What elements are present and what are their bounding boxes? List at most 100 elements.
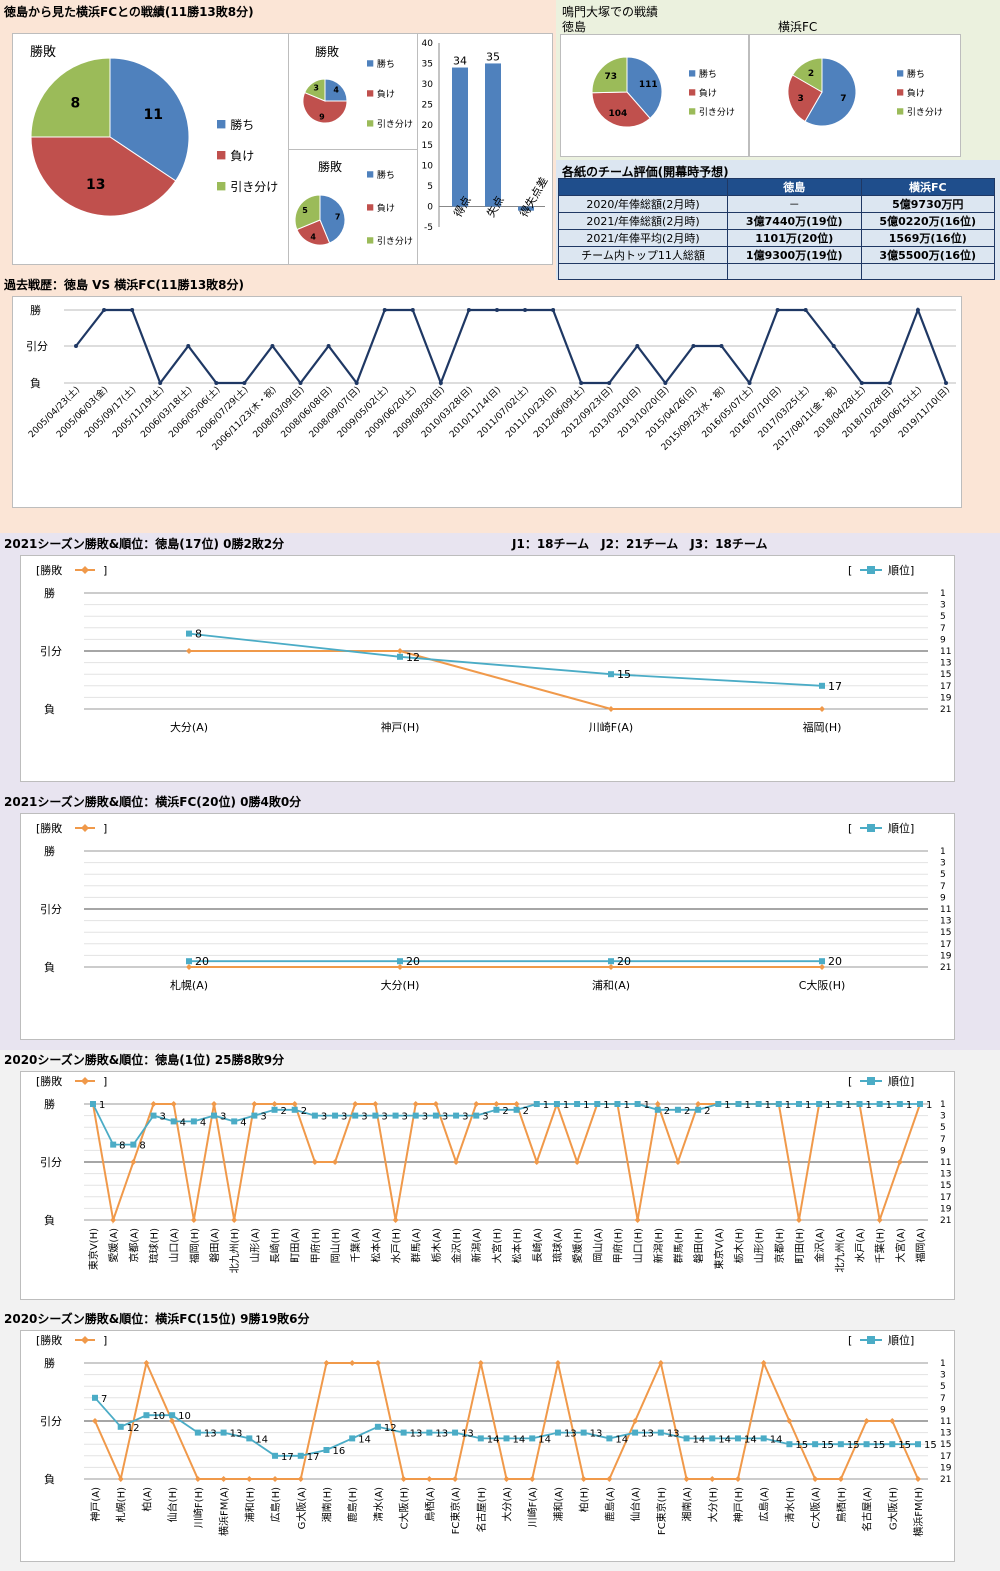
s2021_tokushima-rank-tick: 3 — [940, 601, 946, 611]
small-pie2-data-label: 7 — [335, 212, 341, 221]
s2020_yokohama-opponent-label: 川崎F(A) — [526, 1487, 539, 1527]
goals-bar — [452, 67, 468, 207]
s2020_tokushima-rank-tick: 3 — [940, 1112, 946, 1122]
naruto-yokohama-pie-data-label: 3 — [798, 94, 804, 104]
goals-ytick: 40 — [422, 39, 434, 49]
s2020_yokohama-result-point — [92, 1418, 98, 1424]
s2020_tokushima-opponent-label: 水戸(A) — [854, 1228, 866, 1263]
s2020_yokohama-rank-point — [734, 1435, 741, 1442]
ratings-cell: 5億9730万円 — [860, 195, 995, 213]
s2020_tokushima-rank-label: 1 — [926, 1100, 932, 1111]
s2020_tokushima-result-point — [876, 1217, 883, 1223]
s2020_tokushima-rank-point — [412, 1112, 419, 1119]
goals-ytick: 10 — [422, 162, 434, 172]
s2020_tokushima-rank-point — [917, 1101, 923, 1107]
s2021_tokushima-rank-label: 15 — [617, 668, 631, 681]
s2021_tokushima-rank-point — [819, 682, 825, 689]
s2020_yokohama-rank-label: 15 — [821, 1440, 834, 1451]
s2020_tokushima-result-point — [311, 1159, 318, 1165]
s2020_tokushima-opponent-label: 磐田(H) — [692, 1228, 705, 1263]
s2020_yokohama-result-point — [246, 1476, 253, 1482]
s2020_tokushima-rank-point — [674, 1106, 681, 1113]
s2020_tokushima-result-point — [291, 1101, 298, 1107]
s2020_tokushima-rank-point — [574, 1101, 581, 1107]
s2020_yokohama-rank-tick: 17 — [940, 1452, 951, 1462]
s2020_tokushima-rank-point — [775, 1101, 782, 1107]
s2021_tokushima-rank-tick: 7 — [940, 624, 946, 634]
s2020_tokushima-rank-label: 1 — [886, 1100, 892, 1111]
s2020_yokohama-opponent-label: G大阪(A) — [295, 1487, 308, 1529]
s2020_yokohama-rank-tick: 15 — [940, 1440, 951, 1450]
s2020_yokohama-rank-tick: 11 — [940, 1417, 951, 1427]
s2020_tokushima-rank-point — [231, 1118, 238, 1125]
s2021_tokushima-opponent-label: 大分(A) — [170, 720, 208, 734]
history-point — [551, 308, 556, 312]
s2020_tokushima-rank-label: 3 — [321, 1112, 327, 1123]
s2020_yokohama-opponent-label: 札幌(H) — [115, 1487, 128, 1522]
naruto-title: 鳴門大塚での戦績 — [562, 5, 659, 19]
s2020_tokushima-rank-label: 2 — [664, 1106, 670, 1117]
overall-legend-item: 引き分け — [230, 180, 278, 194]
s2020_tokushima-rank-tick: 17 — [940, 1193, 951, 1203]
history-axis-label: 負 — [30, 377, 41, 390]
s2021_yokohama-rank-label: 20 — [617, 955, 631, 968]
s2020_yokohama-result-point — [554, 1360, 561, 1366]
s2020_yokohama-opponent-label: 柏(A) — [140, 1487, 153, 1512]
s2020_tokushima-rank-point — [735, 1101, 742, 1107]
s2020_tokushima-rank-label: 2 — [502, 1106, 508, 1117]
s2020_yokohama-result-point — [837, 1476, 844, 1482]
small-pie2-legend-swatch — [367, 171, 374, 178]
s2020_tokushima-rank-label: 3 — [402, 1112, 408, 1123]
s2020_tokushima-result-point — [493, 1101, 500, 1107]
small-pie1-legend-item: 負け — [377, 88, 395, 100]
s2020_tokushima-legend-rank-marker — [867, 1077, 875, 1085]
s2020_tokushima-result-point — [130, 1159, 137, 1165]
s2020_tokushima-result-line — [92, 1100, 921, 1224]
small-pie2-legend-swatch — [367, 237, 374, 244]
s2020_yokohama-legend-rank-marker — [867, 1336, 875, 1344]
s2020_tokushima-rank-point — [836, 1101, 843, 1107]
s2020_yokohama-opponent-label: 浦和(H) — [243, 1487, 256, 1522]
history-point — [831, 344, 836, 348]
s2020_yokohama-rank-point — [786, 1441, 793, 1448]
headline-title: 徳島から見た横浜FCとの戦績(11勝13敗8分) — [4, 5, 254, 19]
s2020_tokushima-axis-win: 勝 — [44, 1097, 55, 1111]
history-point — [382, 308, 387, 312]
s2020_tokushima-rank-label: 2 — [704, 1106, 710, 1117]
history-point — [74, 344, 78, 348]
ratings-title: 各紙のチーム評価(開幕時予想) — [562, 165, 729, 179]
s2020_tokushima-rank-point — [352, 1112, 359, 1119]
s2020_tokushima-rank-point — [130, 1141, 137, 1148]
s2020_yokohama-opponent-label: 湘南(H) — [320, 1487, 333, 1522]
s2020_tokushima-opponent-label: 千葉(A) — [349, 1228, 362, 1263]
s2020_yokohama-opponent-label: 名古屋(A) — [861, 1487, 874, 1532]
goals-bar — [485, 63, 501, 207]
s2020_yokohama-rank-label: 15 — [873, 1440, 886, 1451]
s2020_tokushima-rank-label: 8 — [139, 1141, 145, 1152]
s2020_tokushima-opponent-label: 山口(A) — [169, 1228, 181, 1263]
s2020_yokohama-result-point — [117, 1476, 124, 1482]
s2020_tokushima-opponent-label: 北九州(A) — [834, 1228, 846, 1273]
small-pie2-data-label: 5 — [302, 206, 308, 215]
s2020_tokushima-rank-label: 3 — [260, 1112, 266, 1123]
naruto-yokohama-legend-swatch — [897, 108, 904, 115]
s2020_tokushima-rank-point — [432, 1112, 439, 1119]
s2021_tokushima-axis-win: 勝 — [44, 586, 55, 600]
history-point — [214, 381, 219, 385]
s2020_tokushima-rank-label: 1 — [583, 1100, 589, 1111]
small-pie1-legend-item: 引き分け — [377, 119, 413, 130]
s2020_tokushima-rank-label: 3 — [220, 1112, 226, 1123]
s2020_yokohama-result-point — [812, 1476, 819, 1482]
s2021_yokohama-result-point — [819, 964, 825, 970]
s2021_tokushima-axis-loss: 負 — [44, 703, 55, 716]
s2020_yokohama-rank-label: 13 — [667, 1429, 680, 1440]
history-point — [242, 381, 247, 385]
s2020_yokohama-rank-label: 15 — [795, 1440, 808, 1451]
s2020_tokushima-rank-point — [634, 1101, 641, 1107]
s2020_tokushima-result-point — [795, 1217, 802, 1223]
s2021_tokushima-rank-tick: 11 — [940, 647, 951, 657]
s2020_yokohama-rank-point — [606, 1435, 613, 1442]
s2021_yokohama-rank-point — [186, 958, 192, 965]
s2020_tokushima-rank-point — [311, 1112, 318, 1119]
s2020_tokushima-rank-point — [795, 1101, 802, 1107]
